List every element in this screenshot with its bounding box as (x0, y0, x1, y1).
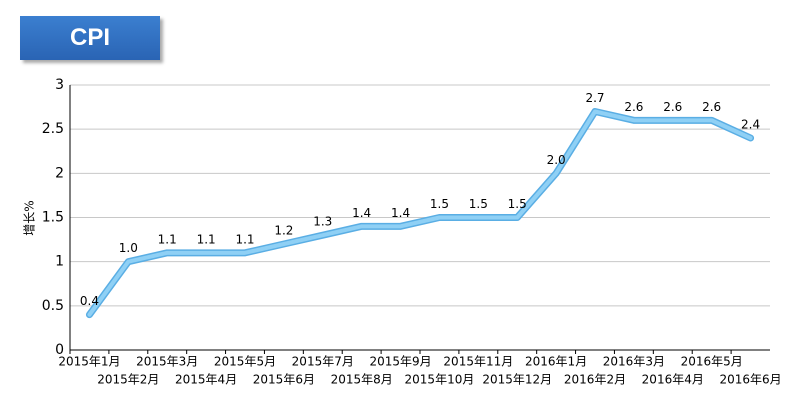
data-label: 1.4 (391, 206, 410, 220)
line (87, 109, 753, 317)
x-tick-label: 2016年2月 (564, 373, 626, 387)
y-tick-label: 2 (55, 165, 64, 181)
data-label: 1.2 (274, 224, 293, 238)
chart-title: CPI (20, 16, 160, 60)
x-tick-label: 2015年11月 (443, 355, 513, 369)
y-tick-label: 2.5 (42, 121, 64, 137)
x-tick-label: 2015年12月 (482, 373, 552, 387)
x-tick-label: 2015年2月 (97, 373, 159, 387)
line-outline (85, 108, 755, 319)
data-label: 2.7 (585, 91, 604, 105)
data-label: 1.5 (430, 197, 449, 211)
y-tick-label: 0.5 (42, 298, 64, 314)
x-tick-label: 2016年1月 (525, 355, 587, 369)
x-tick-label: 2016年6月 (719, 373, 781, 387)
x-tick-label: 2015年5月 (214, 355, 276, 369)
data-label: 1.0 (119, 241, 138, 255)
data-label: 1.5 (508, 197, 527, 211)
data-label: 1.1 (158, 232, 177, 246)
x-tick-label: 2016年5月 (681, 355, 743, 369)
data-label: 1.3 (313, 215, 332, 229)
data-label: 0.4 (80, 294, 99, 308)
x-tick-label: 2016年3月 (603, 355, 665, 369)
x-tick-label: 2015年7月 (292, 355, 354, 369)
data-label: 1.5 (469, 197, 488, 211)
data-label: 1.4 (352, 206, 371, 220)
data-label: 2.0 (547, 153, 566, 167)
y-tick-label: 3 (55, 77, 64, 93)
data-label: 2.6 (663, 100, 682, 114)
y-tick-label: 1 (55, 254, 64, 270)
x-tick-label: 2015年4月 (175, 373, 237, 387)
y-tick-label: 1.5 (42, 210, 64, 226)
data-label: 1.1 (197, 232, 216, 246)
data-label: 1.1 (235, 232, 254, 246)
data-label: 2.6 (624, 100, 643, 114)
data-label: 2.4 (741, 118, 760, 132)
y-axis-label: 增长% (23, 200, 37, 235)
x-tick-label: 2015年1月 (58, 355, 120, 369)
data-label: 2.6 (702, 100, 721, 114)
x-tick-label: 2016年4月 (642, 373, 704, 387)
x-tick-label: 2015年10月 (405, 373, 475, 387)
x-tick-label: 2015年3月 (136, 355, 198, 369)
y-tick-label: 0 (55, 342, 64, 358)
x-tick-label: 2015年9月 (369, 355, 431, 369)
x-tick-label: 2015年8月 (331, 373, 393, 387)
x-tick-label: 2015年6月 (253, 373, 315, 387)
